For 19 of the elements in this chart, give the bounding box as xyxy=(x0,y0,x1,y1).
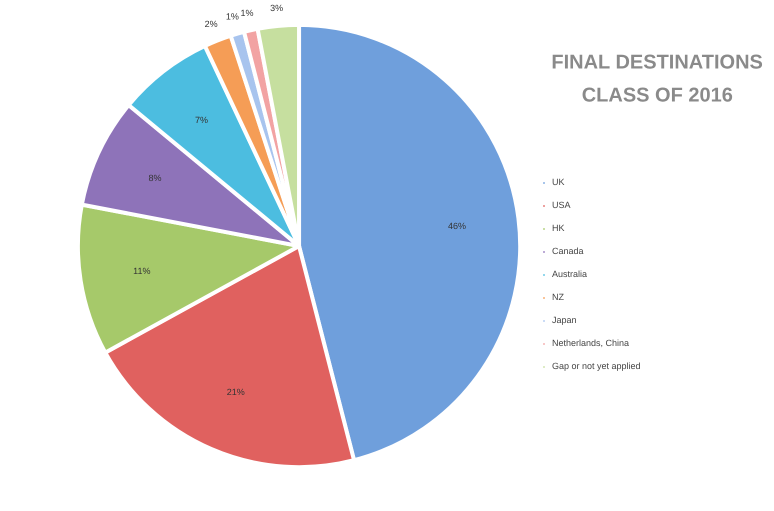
data-label: 1% xyxy=(240,8,254,18)
legend-label: Canada xyxy=(552,246,584,256)
data-label: 46% xyxy=(448,221,466,232)
legend-label: HK xyxy=(552,223,566,233)
legend-label: USA xyxy=(552,200,572,210)
data-label: 3% xyxy=(270,3,284,14)
legend-label: NZ xyxy=(552,292,565,302)
legend-label: Australia xyxy=(552,269,588,279)
legend-label: Japan xyxy=(552,315,577,325)
text: FINAL DESTINATIONS CLASS OF 2016 xyxy=(551,51,763,107)
data-label: 11% xyxy=(133,266,150,276)
data-label: 7% xyxy=(194,115,208,126)
data-label: 2% xyxy=(204,18,218,29)
data-label: 21% xyxy=(226,387,245,398)
data-label: 1% xyxy=(226,12,239,22)
data-label: 8% xyxy=(148,173,162,184)
legend-label: UK xyxy=(552,177,566,187)
legend-label: Netherlands, China xyxy=(552,338,630,348)
legend-label: Gap or not yet applied xyxy=(552,361,641,371)
